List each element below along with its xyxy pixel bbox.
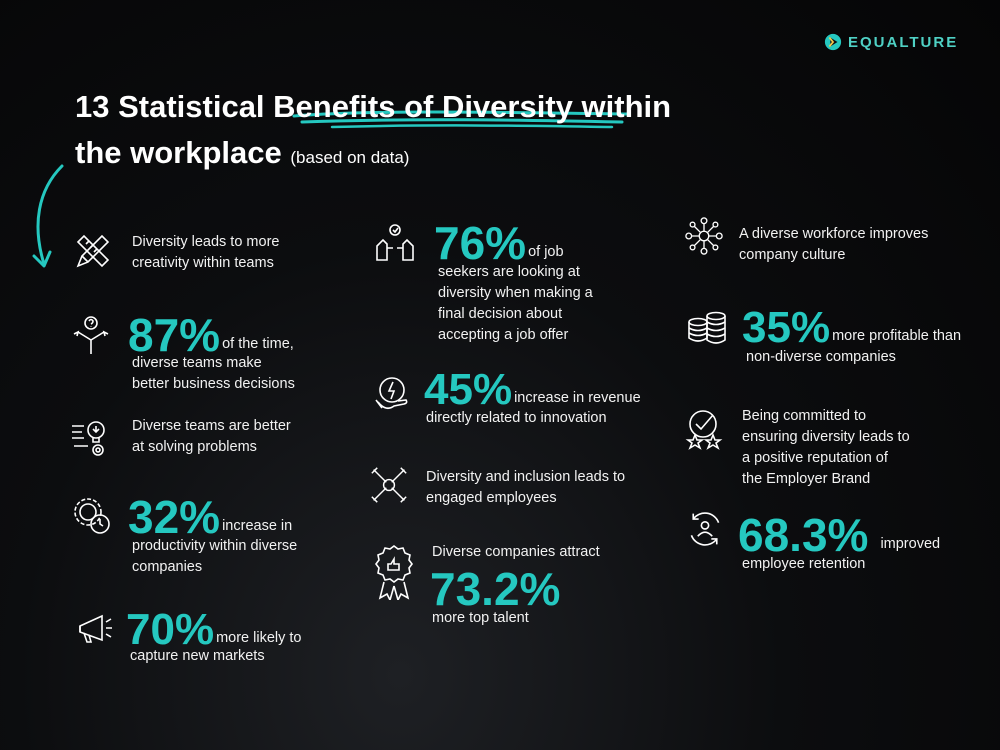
title-subtitle: (based on data) (290, 148, 410, 167)
stat-text: Diverse companies attract (432, 544, 600, 560)
stat-text: a positive reputation of (742, 450, 888, 466)
stat-markets-headline: 70% more likely to (126, 608, 302, 652)
stat-text: ensuring diversity leads to (742, 429, 910, 445)
title-part-2: within (572, 89, 672, 124)
stat-tail: increase in (222, 518, 293, 534)
stat-tail: of the time, (222, 336, 294, 352)
stat-productivity: productivity within diverse companies (132, 536, 297, 578)
stat-text: A diverse workforce improves (739, 226, 929, 242)
title-highlight: Benefits of Diversity (273, 89, 573, 124)
stat-tail: more likely to (216, 630, 302, 646)
stat-text: non-diverse companies (746, 349, 896, 365)
stat-profit: non-diverse companies (746, 347, 896, 368)
stat-text: engaged employees (426, 490, 557, 506)
stat-text: directly related to innovation (426, 410, 607, 426)
stat-productivity-headline: 32% increase in (128, 494, 292, 540)
stat-talent-value: 73.2% (430, 563, 561, 615)
stat-retention: employee retention (742, 554, 865, 575)
stat-creativity: Diversity leads to more creativity withi… (132, 232, 279, 274)
stat-culture: A diverse workforce improves company cul… (739, 224, 928, 266)
stat-problems: Diverse teams are better at solving prob… (132, 416, 291, 458)
stat-value: 87% (128, 309, 221, 361)
stat-text: creativity within teams (132, 255, 274, 271)
title-highlight-underline (292, 110, 630, 129)
coin-stack-icon (686, 308, 728, 350)
brain-lightning-icon (372, 372, 414, 414)
stat-tail: improved (880, 536, 941, 552)
title-part-1: 13 Statistical (75, 89, 274, 124)
stat-value: 70% (126, 605, 215, 654)
stat-value: 35% (742, 303, 831, 352)
equalture-logo-icon (824, 33, 842, 51)
stat-text: companies (132, 559, 203, 575)
stat-retention-headline: 68.3% improved (738, 512, 940, 558)
stat-talent: more top talent (432, 608, 529, 629)
stat-tail: of job (528, 244, 564, 260)
stat-job-seekers: seekers are looking at diversity when ma… (438, 262, 593, 346)
stat-text: better business decisions (132, 376, 295, 392)
stat-text: Being committed to (742, 408, 867, 424)
stat-revenue: directly related to innovation (426, 408, 607, 429)
stat-markets: capture new markets (130, 646, 265, 667)
stat-value: 68.3% (738, 509, 869, 561)
stat-value: 45% (424, 365, 513, 414)
stat-tail: more profitable than (832, 328, 962, 344)
pencil-ruler-icon (72, 230, 114, 272)
network-people-icon (684, 216, 724, 256)
clock-gear-icon (70, 494, 112, 536)
stat-text: productivity within diverse (132, 538, 298, 554)
stat-text: company culture (739, 247, 846, 263)
stat-profit-headline: 35% more profitable than (742, 306, 961, 350)
joined-hands-icon (370, 466, 408, 504)
decision-arrows-icon (70, 314, 112, 356)
stat-decisions: diverse teams make better business decis… (132, 353, 295, 395)
stat-text: employee retention (742, 556, 866, 572)
stat-value: 32% (128, 491, 221, 543)
stat-text: diversity when making a (438, 285, 593, 301)
curved-arrow-icon (32, 164, 64, 268)
stat-text: at solving problems (132, 439, 257, 455)
stat-text: Diversity leads to more (132, 234, 280, 250)
stat-tail: increase in revenue (514, 390, 641, 406)
brand-name: EQUALTURE (848, 33, 959, 51)
stat-decisions-headline: 87% of the time, (128, 312, 294, 358)
stat-revenue-headline: 45% increase in revenue (424, 368, 641, 412)
brand-logo: EQUALTURE (824, 33, 958, 51)
stat-value: 76% (434, 217, 527, 269)
person-cycle-icon (686, 510, 724, 548)
stat-engagement: Diversity and inclusion leads to engaged… (426, 467, 625, 509)
page-title: 13 Statistical Benefits of Diversity wit… (75, 84, 671, 181)
stat-text: more top talent (432, 610, 529, 626)
stat-text: Diverse teams are better (132, 418, 291, 434)
stat-text: final decision about (438, 306, 563, 322)
megaphone-icon (72, 606, 114, 648)
award-badge-icon (374, 544, 414, 603)
star-check-icon (682, 408, 724, 450)
lightbulb-gear-icon (70, 416, 112, 458)
stat-text: diverse teams make (132, 355, 262, 371)
stat-talent-intro: Diverse companies attract (432, 542, 600, 563)
stat-text: the Employer Brand (742, 471, 871, 487)
title-line-2: the workplace (75, 135, 282, 170)
stat-reputation: Being committed to ensuring diversity le… (742, 406, 910, 490)
stat-text: seekers are looking at (438, 264, 580, 280)
stat-job-seekers-headline: 76% of job (434, 220, 564, 266)
stat-text: capture new markets (130, 648, 265, 664)
stat-text: accepting a job offer (438, 327, 569, 343)
stat-text: Diversity and inclusion leads to (426, 469, 626, 485)
hands-heart-icon (374, 222, 416, 264)
